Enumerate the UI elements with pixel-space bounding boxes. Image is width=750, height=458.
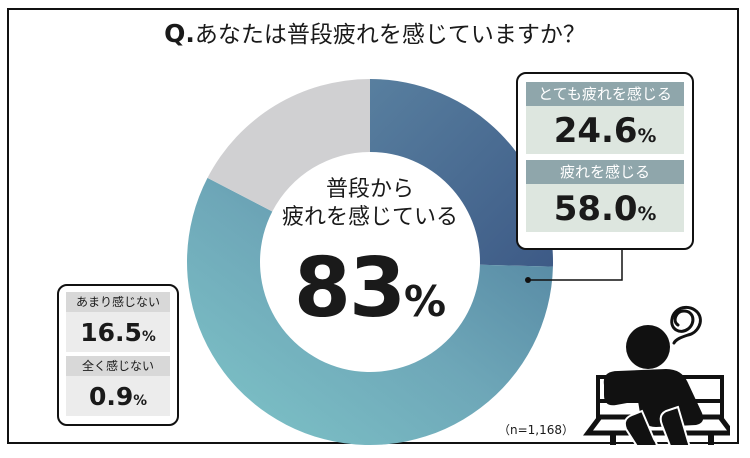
center-unit: % (404, 277, 447, 326)
segment-tired (187, 177, 553, 446)
center-label: 普段から 疲れを感じている 83% (265, 176, 475, 347)
value-number: 58.0 (553, 189, 638, 229)
legend-value-not-at-all: 0.9% (66, 376, 170, 416)
question-text: あなたは普段疲れを感じていますか？ (194, 22, 586, 48)
legend-label-not-very: あまり感じない (66, 292, 170, 312)
sample-size-note: （n=1,168） (498, 423, 575, 437)
value-number: 24.6 (553, 111, 638, 151)
center-value: 83% (265, 244, 475, 347)
tired-person-on-bench-icon (583, 305, 730, 445)
value-unit: % (637, 204, 657, 225)
callout-line (528, 250, 623, 281)
value-unit: % (141, 329, 156, 345)
legend-value-not-very: 16.5% (66, 312, 170, 352)
value-unit: % (133, 393, 148, 409)
chart-title: Q.あなたは普段疲れを感じていますか？ (0, 15, 750, 49)
legend-label-not-at-all: 全く感じない (66, 356, 170, 376)
segment-very-tired (370, 79, 554, 267)
center-number: 83 (293, 241, 406, 336)
legend-value-very-tired: 24.6% (526, 106, 684, 154)
center-line2: 疲れを感じている (281, 205, 458, 230)
segment-not-tired (207, 79, 370, 212)
legend-label-very-tired: とても疲れを感じる (526, 82, 684, 106)
not-tired-legend-card: あまり感じない 16.5% 全く感じない 0.9% (57, 284, 179, 426)
question-prefix: Q. (164, 19, 195, 48)
legend-value-tired: 58.0% (526, 184, 684, 232)
legend-label-tired: 疲れを感じる (526, 160, 684, 184)
value-number: 16.5 (80, 318, 142, 347)
value-unit: % (637, 126, 657, 147)
center-line1: 普段から (325, 177, 414, 202)
value-number: 0.9 (88, 382, 134, 411)
tired-legend-card: とても疲れを感じる 24.6% 疲れを感じる 58.0% (516, 72, 694, 250)
